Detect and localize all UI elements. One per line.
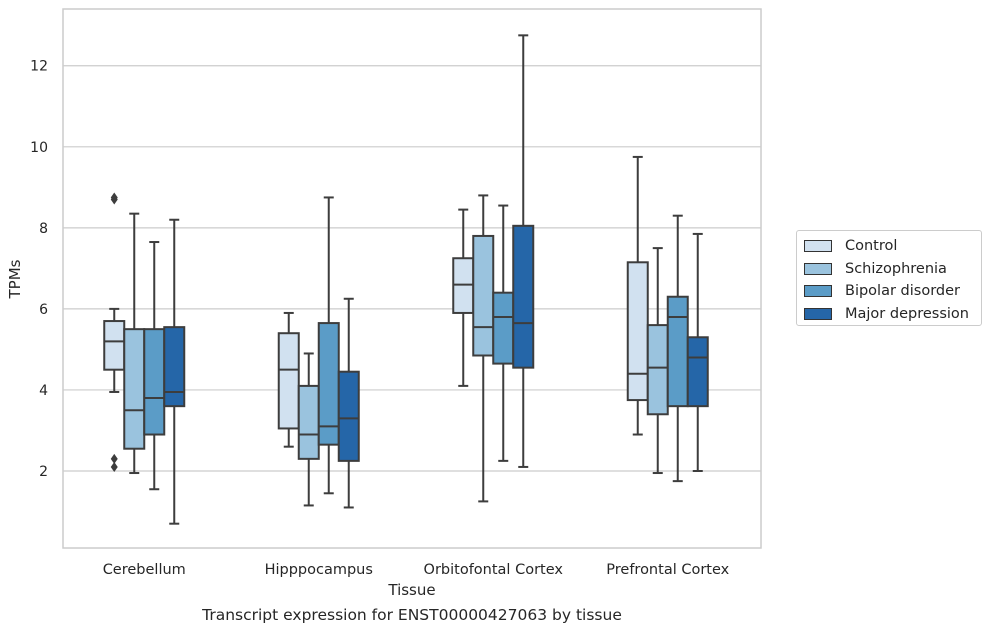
box-body bbox=[337, 370, 360, 462]
figure-caption: Transcript expression for ENST0000042706… bbox=[202, 606, 622, 624]
box-body bbox=[163, 326, 186, 408]
box-body bbox=[646, 324, 669, 416]
y-tick-label: 4 bbox=[39, 383, 48, 399]
legend-swatch bbox=[804, 240, 832, 253]
box-0-1 bbox=[123, 212, 146, 475]
y-tick-label: 2 bbox=[39, 464, 48, 480]
box-body bbox=[123, 328, 146, 450]
legend-item: Schizophrenia bbox=[797, 258, 981, 281]
legend-label: Major depression bbox=[845, 305, 969, 322]
box-body bbox=[472, 234, 495, 357]
box-2-1 bbox=[472, 194, 495, 503]
box-3-2 bbox=[666, 214, 689, 483]
box-groups bbox=[103, 34, 709, 525]
y-tick-label: 6 bbox=[39, 302, 48, 318]
box-0-0 bbox=[103, 192, 126, 472]
box-1-2 bbox=[317, 196, 340, 495]
x-tick-labels: Cerebellum Hipppocampus Orbitofontal Corte… bbox=[103, 562, 730, 578]
x-tick-label: Hipppocampus bbox=[265, 562, 373, 578]
box-body bbox=[666, 295, 689, 408]
legend-label: Control bbox=[845, 238, 898, 255]
y-tick-label: 10 bbox=[30, 140, 48, 156]
y-tick-label: 8 bbox=[39, 221, 48, 237]
box-body bbox=[297, 384, 320, 460]
box-2-3 bbox=[512, 34, 535, 468]
box-body bbox=[626, 261, 649, 402]
box-body bbox=[143, 328, 166, 436]
box-3-3 bbox=[686, 232, 709, 472]
legend-swatch bbox=[804, 285, 832, 298]
legend-label: Bipolar disorder bbox=[845, 283, 960, 300]
legend: Control Schizophrenia Bipolar disorder Majo… bbox=[796, 230, 982, 326]
y-tick-label: 12 bbox=[30, 59, 48, 75]
box-body bbox=[103, 320, 126, 371]
y-tick-labels: 2 4 6 8 10 12 bbox=[30, 59, 48, 480]
box-0-3 bbox=[163, 218, 186, 525]
x-tick-label: Cerebellum bbox=[103, 562, 186, 578]
box-1-1 bbox=[297, 352, 320, 507]
legend-label: Schizophrenia bbox=[845, 260, 947, 277]
outlier-marker bbox=[110, 461, 118, 472]
x-tick-label: Prefrontal Cortex bbox=[606, 562, 729, 578]
box-body bbox=[492, 291, 515, 365]
outlier-marker bbox=[110, 453, 118, 464]
box-3-0 bbox=[626, 155, 649, 436]
box-2-2 bbox=[492, 204, 515, 462]
box-body bbox=[686, 336, 709, 408]
y-axis-label: TPMs bbox=[6, 259, 24, 299]
x-tick-label: Orbitofontal Cortex bbox=[424, 562, 564, 578]
box-body bbox=[452, 257, 475, 314]
outlier-marker bbox=[110, 192, 118, 203]
box-1-3 bbox=[337, 297, 360, 509]
legend-swatch bbox=[804, 307, 832, 320]
box-1-0 bbox=[277, 311, 300, 448]
box-0-2 bbox=[143, 241, 166, 491]
box-body bbox=[277, 332, 300, 430]
box-3-1 bbox=[646, 247, 669, 475]
legend-swatch bbox=[804, 262, 832, 275]
legend-item: Major depression bbox=[797, 303, 981, 326]
x-axis-label: Tissue bbox=[387, 581, 435, 599]
legend-item: Control bbox=[797, 235, 981, 258]
legend-item: Bipolar disorder bbox=[797, 280, 981, 303]
box-2-0 bbox=[452, 208, 475, 387]
plot-frame bbox=[62, 8, 762, 549]
box-body bbox=[512, 224, 535, 369]
